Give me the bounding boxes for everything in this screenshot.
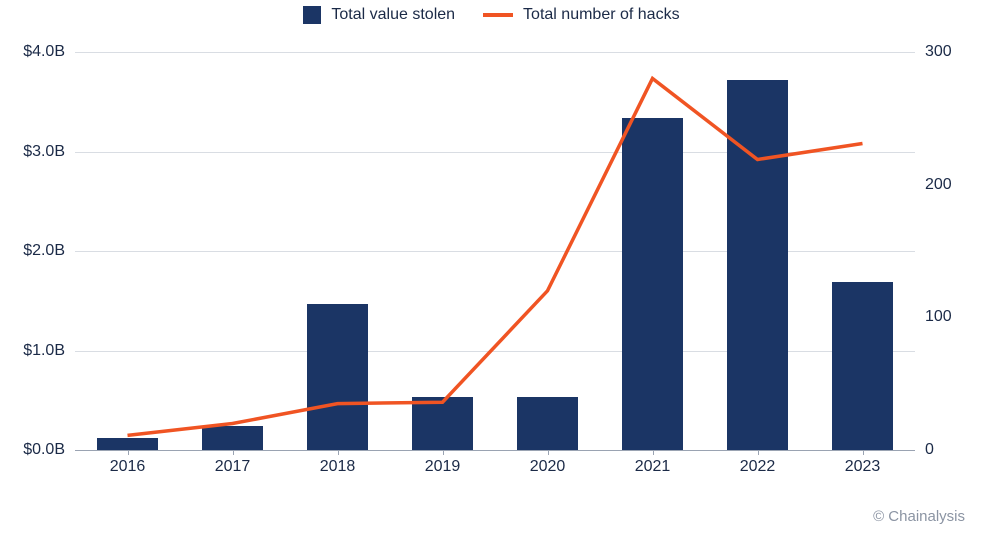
plot-area: $0.0B$1.0B$2.0B$3.0B$4.0B010020030020162… [75, 52, 915, 450]
x-tick [548, 450, 549, 455]
x-tick-label: 2022 [740, 458, 776, 476]
x-tick-label: 2018 [320, 458, 356, 476]
line-path [128, 79, 863, 436]
x-tick [863, 450, 864, 455]
y-left-tick-label: $3.0B [23, 143, 75, 161]
y-left-tick-label: $1.0B [23, 342, 75, 360]
x-tick-label: 2023 [845, 458, 881, 476]
x-tick [653, 450, 654, 455]
x-tick-label: 2017 [215, 458, 251, 476]
chart-container: Total value stolen Total number of hacks… [0, 0, 983, 535]
x-tick [233, 450, 234, 455]
legend-swatch-bar [303, 6, 321, 24]
y-right-tick-label: 100 [915, 308, 952, 326]
x-tick [128, 450, 129, 455]
y-right-tick-label: 0 [915, 441, 934, 459]
legend-item-bars: Total value stolen [303, 6, 455, 24]
y-right-tick-label: 200 [915, 176, 952, 194]
x-tick [758, 450, 759, 455]
x-tick-label: 2016 [110, 458, 146, 476]
y-right-tick-label: 300 [915, 43, 952, 61]
legend-label-bars: Total value stolen [331, 6, 455, 24]
x-axis-baseline [75, 450, 915, 451]
line-series [75, 52, 915, 450]
legend: Total value stolen Total number of hacks [0, 6, 983, 24]
x-tick [443, 450, 444, 455]
x-tick-label: 2019 [425, 458, 461, 476]
y-left-tick-label: $2.0B [23, 242, 75, 260]
x-tick-label: 2021 [635, 458, 671, 476]
legend-item-line: Total number of hacks [483, 6, 680, 24]
x-tick-label: 2020 [530, 458, 566, 476]
x-tick [338, 450, 339, 455]
legend-label-line: Total number of hacks [523, 6, 680, 24]
legend-swatch-line [483, 13, 513, 17]
attribution: © Chainalysis [873, 508, 965, 525]
y-left-tick-label: $0.0B [23, 441, 75, 459]
y-left-tick-label: $4.0B [23, 43, 75, 61]
